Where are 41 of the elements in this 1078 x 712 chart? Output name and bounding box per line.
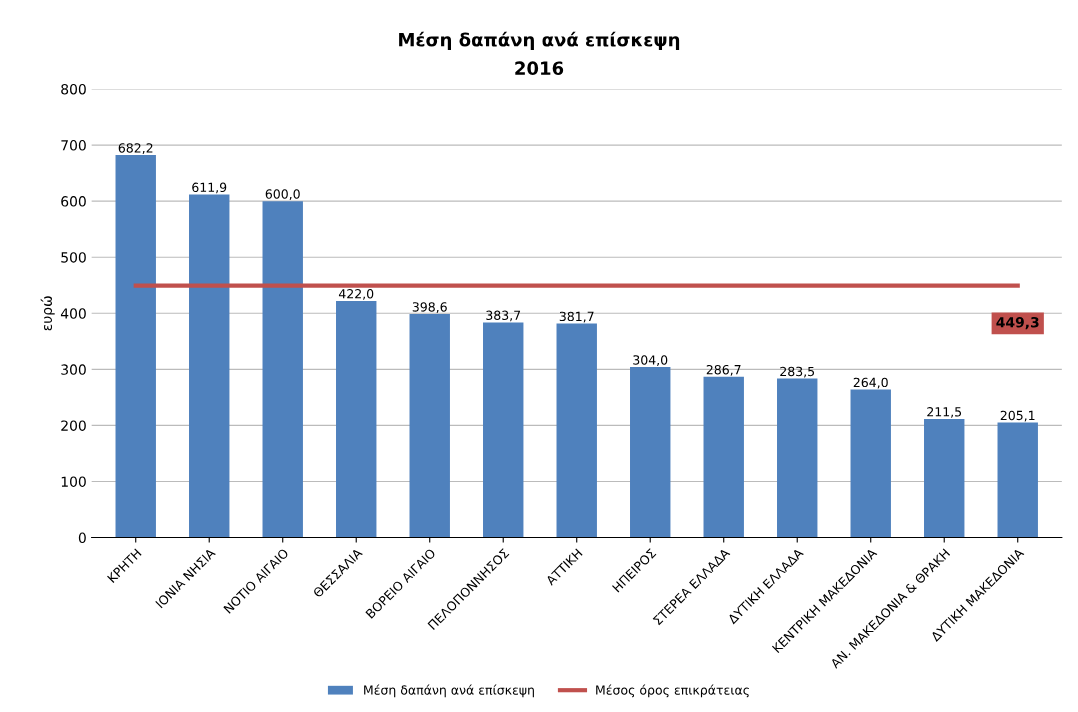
y-tick-label: 100 bbox=[61, 476, 86, 487]
bar bbox=[409, 314, 450, 538]
data-label: 600,0 bbox=[265, 189, 300, 200]
data-label: 611,9 bbox=[192, 182, 227, 194]
bar bbox=[262, 201, 303, 538]
bar bbox=[997, 422, 1038, 538]
data-label: 682,2 bbox=[118, 143, 153, 154]
data-label: 205,1 bbox=[1000, 410, 1035, 422]
bar bbox=[115, 155, 156, 538]
legend-label: Μέσος όρος επικράτειας bbox=[596, 684, 749, 698]
y-tick-label: 400 bbox=[60, 308, 86, 319]
legend-label: Μέση δαπάνη ανά επίσκεψη bbox=[364, 684, 534, 698]
bar bbox=[850, 389, 891, 538]
bar bbox=[924, 418, 965, 538]
y-tick-label: 800 bbox=[61, 83, 86, 95]
bar bbox=[777, 378, 818, 538]
bar bbox=[630, 367, 671, 538]
data-label: 286,7 bbox=[706, 364, 741, 376]
data-label: 304,0 bbox=[633, 355, 668, 366]
bar bbox=[556, 323, 597, 538]
data-label: 283,5 bbox=[780, 366, 815, 378]
bar bbox=[189, 194, 230, 538]
y-tick-label: 500 bbox=[61, 252, 86, 263]
data-label: 422,0 bbox=[338, 289, 374, 300]
data-label: 381,7 bbox=[559, 311, 594, 323]
y-axis-title: ευρώ bbox=[40, 296, 55, 331]
chart-subtitle: 2016 bbox=[515, 61, 564, 76]
data-label: 264,0 bbox=[853, 377, 888, 389]
data-label: 449,3 bbox=[996, 317, 1039, 330]
y-tick-label: 200 bbox=[61, 420, 86, 431]
data-label: 398,6 bbox=[412, 302, 447, 313]
y-tick-label: 600 bbox=[61, 196, 86, 207]
y-tick-label: 300 bbox=[61, 364, 86, 375]
chart-title: Μέση δαπάνη ανά επίσκεψη bbox=[399, 31, 680, 51]
bar bbox=[483, 322, 524, 538]
data-label: 211,5 bbox=[927, 407, 962, 418]
bar bbox=[336, 300, 377, 538]
y-tick-label: 0 bbox=[78, 532, 86, 544]
y-tick-label: 700 bbox=[61, 140, 86, 151]
data-label: 383,7 bbox=[486, 310, 521, 322]
bar bbox=[703, 376, 744, 538]
